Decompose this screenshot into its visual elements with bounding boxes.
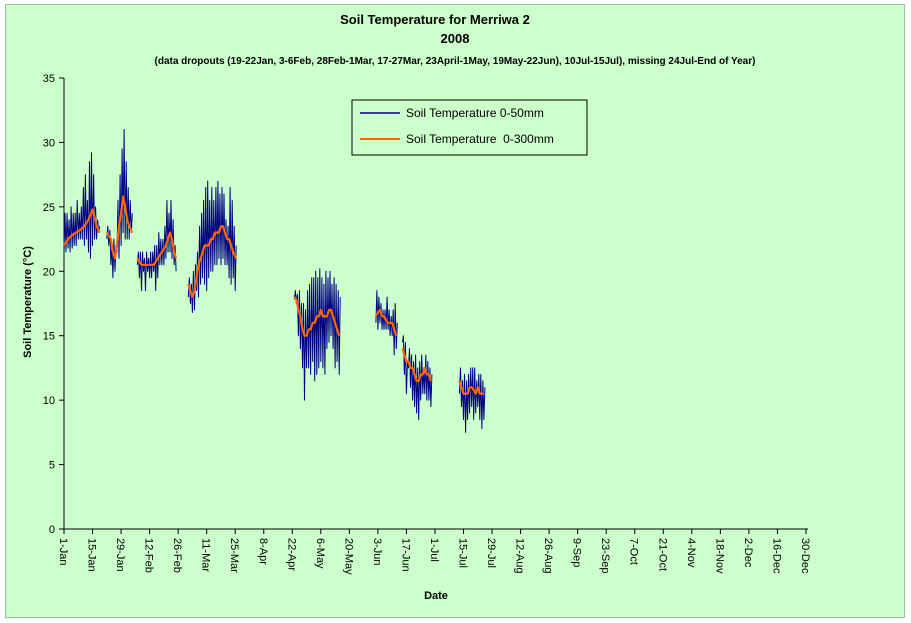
legend: Soil Temperature 0-50mm Soil Temperature… bbox=[351, 99, 588, 156]
legend-label-0-300mm: Soil Temperature 0-300mm bbox=[406, 132, 554, 146]
x-tick-label: 22-Apr bbox=[285, 538, 297, 571]
series-0-50mm-line bbox=[187, 180, 237, 313]
x-tick-label: 12-Feb bbox=[143, 538, 155, 573]
series-0-50mm-line bbox=[106, 129, 133, 279]
x-tick-label: 29-Jul bbox=[485, 538, 497, 568]
x-tick-label: 12-Aug bbox=[514, 538, 526, 573]
x-tick-label: 1-Jul bbox=[428, 538, 440, 562]
x-tick-label: 21-Oct bbox=[656, 538, 668, 571]
x-axis-title: Date bbox=[424, 590, 448, 602]
series-0-50mm-line bbox=[375, 290, 398, 356]
series-0-50mm-line bbox=[136, 199, 177, 292]
x-tick-label: 7-Oct bbox=[628, 538, 640, 565]
series-0-50mm-line bbox=[63, 152, 101, 259]
x-tick-label: 29-Jan bbox=[114, 538, 126, 572]
x-tick-label: 26-Aug bbox=[542, 538, 554, 573]
series-0-300mm-line bbox=[458, 380, 484, 395]
series-0-300mm-line bbox=[293, 296, 341, 337]
x-tick-label: 17-Jun bbox=[399, 538, 411, 572]
series-0-300mm-line bbox=[105, 195, 134, 260]
x-tick-label: 20-May bbox=[342, 538, 354, 575]
x-tick-label: 2-Dec bbox=[742, 538, 754, 568]
chart-title: Soil Temperature for Merriwa 2 bbox=[340, 12, 530, 27]
series-0-300mm-line bbox=[136, 231, 178, 266]
x-tick-label: 25-Mar bbox=[228, 538, 240, 573]
y-tick-label: 0 bbox=[49, 524, 55, 536]
y-axis-title: Soil Temperature (°C) bbox=[22, 246, 34, 358]
x-tick-label: 9-Sep bbox=[571, 538, 583, 567]
y-tick-label: 10 bbox=[43, 395, 55, 407]
y-tick-label: 25 bbox=[43, 202, 55, 214]
y-tick-label: 5 bbox=[49, 460, 55, 472]
series-0-50mm-line bbox=[293, 268, 341, 401]
series-0-300mm-line bbox=[63, 208, 101, 247]
y-tick-label: 35 bbox=[43, 73, 55, 85]
x-tick-label: 11-Mar bbox=[200, 538, 212, 572]
series-0-50mm-line bbox=[401, 335, 433, 420]
series-0-300mm-line bbox=[401, 348, 432, 382]
x-tick-label: 30-Dec bbox=[799, 538, 811, 574]
x-tick-label: 15-Jul bbox=[457, 538, 469, 568]
x-tick-label: 18-Nov bbox=[713, 538, 725, 574]
series-0-300mm-line bbox=[374, 308, 398, 337]
chart-subtitle: (data dropouts (19-22Jan, 3-6Feb, 28Feb-… bbox=[155, 56, 756, 67]
x-tick-label: 8-Apr bbox=[257, 538, 269, 565]
y-tick-label: 15 bbox=[43, 331, 55, 343]
y-tick-label: 30 bbox=[43, 137, 55, 149]
x-tick-label: 26-Feb bbox=[171, 538, 183, 573]
y-tick-label: 20 bbox=[43, 266, 55, 278]
x-tick-label: 23-Sep bbox=[599, 538, 611, 573]
legend-box bbox=[351, 99, 588, 156]
series-0-300mm-line bbox=[187, 225, 238, 299]
x-tick-label: 16-Dec bbox=[770, 538, 782, 574]
x-tick-label: 6-May bbox=[314, 538, 326, 569]
x-tick-label: 4-Nov bbox=[685, 538, 697, 568]
x-tick-label: 15-Jan bbox=[86, 538, 98, 572]
x-tick-label: 3-Jun bbox=[371, 538, 383, 566]
chart-title-year: 2008 bbox=[441, 31, 470, 46]
x-tick-label: 1-Jan bbox=[57, 538, 69, 566]
plot-area: 0 5 10 15 20 25 30 35 1-Jan 15-Jan 29-Jan 12-Feb 26-… bbox=[43, 73, 811, 575]
series-0-50mm-line bbox=[458, 367, 486, 433]
legend-label-0-50mm: Soil Temperature 0-50mm bbox=[406, 106, 544, 120]
